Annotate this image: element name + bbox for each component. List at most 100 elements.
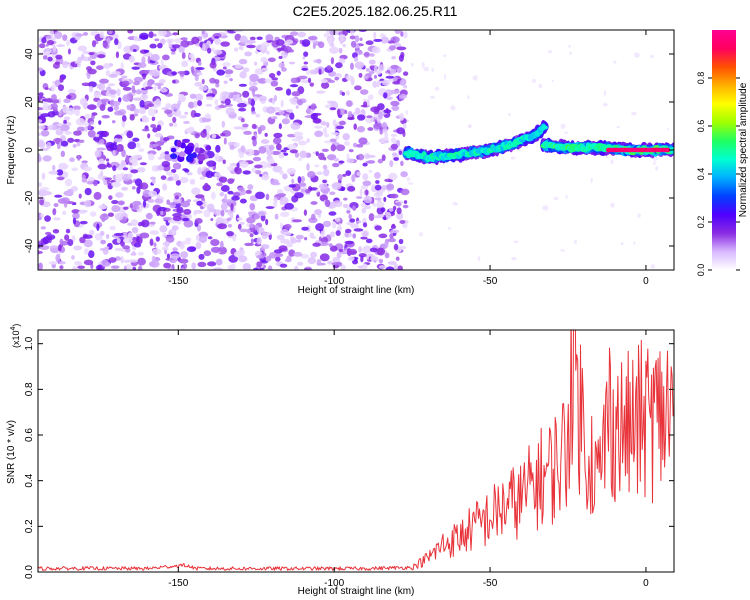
noise-speckle <box>307 77 312 84</box>
noise-speckle <box>160 58 164 66</box>
noise-speckle <box>252 138 257 147</box>
noise-speckle <box>186 246 197 252</box>
noise-speckle <box>294 265 299 270</box>
noise-speckle <box>384 178 392 183</box>
noise-speckle <box>333 158 340 162</box>
noise-speckle <box>170 253 181 259</box>
noise-speckle <box>295 239 302 243</box>
noise-speckle <box>421 61 425 68</box>
noise-speckle <box>228 112 237 119</box>
noise-speckle <box>114 212 124 221</box>
noise-speckle <box>298 182 307 187</box>
noise-speckle <box>88 123 92 130</box>
noise-speckle <box>354 85 362 91</box>
noise-speckle <box>322 179 327 184</box>
noise-speckle <box>84 113 91 120</box>
noise-speckle <box>115 192 124 198</box>
noise-speckle <box>251 88 255 96</box>
noise-speckle <box>258 95 267 102</box>
noise-speckle <box>194 74 199 82</box>
noise-speckle <box>71 167 79 172</box>
noise-speckle <box>339 120 346 126</box>
noise-speckle <box>191 36 200 45</box>
noise-speckle <box>398 150 403 156</box>
noise-speckle <box>138 148 145 152</box>
noise-speckle <box>128 55 135 63</box>
noise-speckle <box>393 243 399 251</box>
noise-speckle <box>365 160 375 164</box>
noise-speckle <box>276 234 285 240</box>
noise-speckle <box>65 39 71 46</box>
noise-speckle <box>222 95 227 100</box>
noise-speckle <box>400 171 408 178</box>
noise-speckle <box>111 33 119 40</box>
noise-speckle <box>143 49 150 53</box>
noise-speckle <box>232 94 237 102</box>
noise-speckle <box>78 193 82 199</box>
noise-speckle <box>239 35 248 44</box>
signal-blob <box>180 142 186 149</box>
noise-speckle <box>108 195 113 200</box>
noise-speckle <box>320 121 328 126</box>
noise-speckle <box>390 100 400 107</box>
noise-speckle <box>62 105 69 114</box>
noise-speckle <box>367 94 374 101</box>
noise-speckle <box>83 259 94 266</box>
noise-speckle <box>212 267 223 270</box>
noise-speckle <box>353 123 357 131</box>
noise-speckle <box>40 189 48 197</box>
noise-speckle <box>131 226 139 234</box>
noise-speckle <box>327 260 333 265</box>
signal-blob <box>194 147 200 153</box>
noise-speckle <box>245 151 250 155</box>
noise-speckle <box>109 99 115 108</box>
noise-speckle <box>236 162 240 168</box>
noise-speckle <box>265 193 270 201</box>
noise-speckle <box>347 117 355 121</box>
noise-speckle <box>332 119 337 127</box>
noise-speckle <box>315 171 324 176</box>
snr-y-label: SNR (10 * v/v) <box>6 420 17 484</box>
noise-speckle <box>41 37 47 44</box>
noise-speckle <box>172 116 177 124</box>
noise-speckle <box>64 234 70 241</box>
noise-speckle <box>388 207 394 212</box>
noise-speckle <box>565 194 568 200</box>
noise-speckle <box>131 85 136 92</box>
signal-blob <box>205 145 212 151</box>
noise-speckle <box>172 216 182 222</box>
noise-speckle <box>223 137 227 145</box>
noise-speckle <box>227 190 234 195</box>
noise-speckle <box>315 151 319 157</box>
noise-speckle <box>340 264 346 270</box>
noise-speckle <box>281 67 287 72</box>
noise-speckle <box>95 133 100 138</box>
noise-speckle <box>403 84 408 89</box>
noise-speckle <box>226 231 234 237</box>
x-tick-label: -100 <box>324 276 344 287</box>
noise-speckle <box>53 202 59 208</box>
noise-speckle <box>330 231 335 238</box>
noise-speckle <box>99 213 109 221</box>
noise-speckle <box>378 258 384 264</box>
noise-speckle <box>146 212 153 220</box>
noise-speckle <box>335 62 343 69</box>
noise-speckle <box>178 258 189 264</box>
noise-speckle <box>162 54 170 61</box>
noise-speckle <box>74 260 82 266</box>
noise-speckle <box>197 261 207 268</box>
noise-speckle <box>391 223 396 227</box>
noise-speckle <box>108 257 117 263</box>
noise-speckle <box>344 231 353 238</box>
noise-speckle <box>151 116 156 121</box>
noise-speckle <box>260 56 268 63</box>
noise-speckle <box>77 265 86 269</box>
noise-speckle <box>285 39 294 45</box>
noise-speckle <box>86 73 91 79</box>
noise-speckle <box>379 128 384 135</box>
noise-speckle <box>196 200 203 206</box>
noise-speckle <box>285 109 294 113</box>
noise-speckle <box>210 191 216 200</box>
noise-speckle <box>347 256 355 262</box>
noise-speckle <box>38 125 46 130</box>
